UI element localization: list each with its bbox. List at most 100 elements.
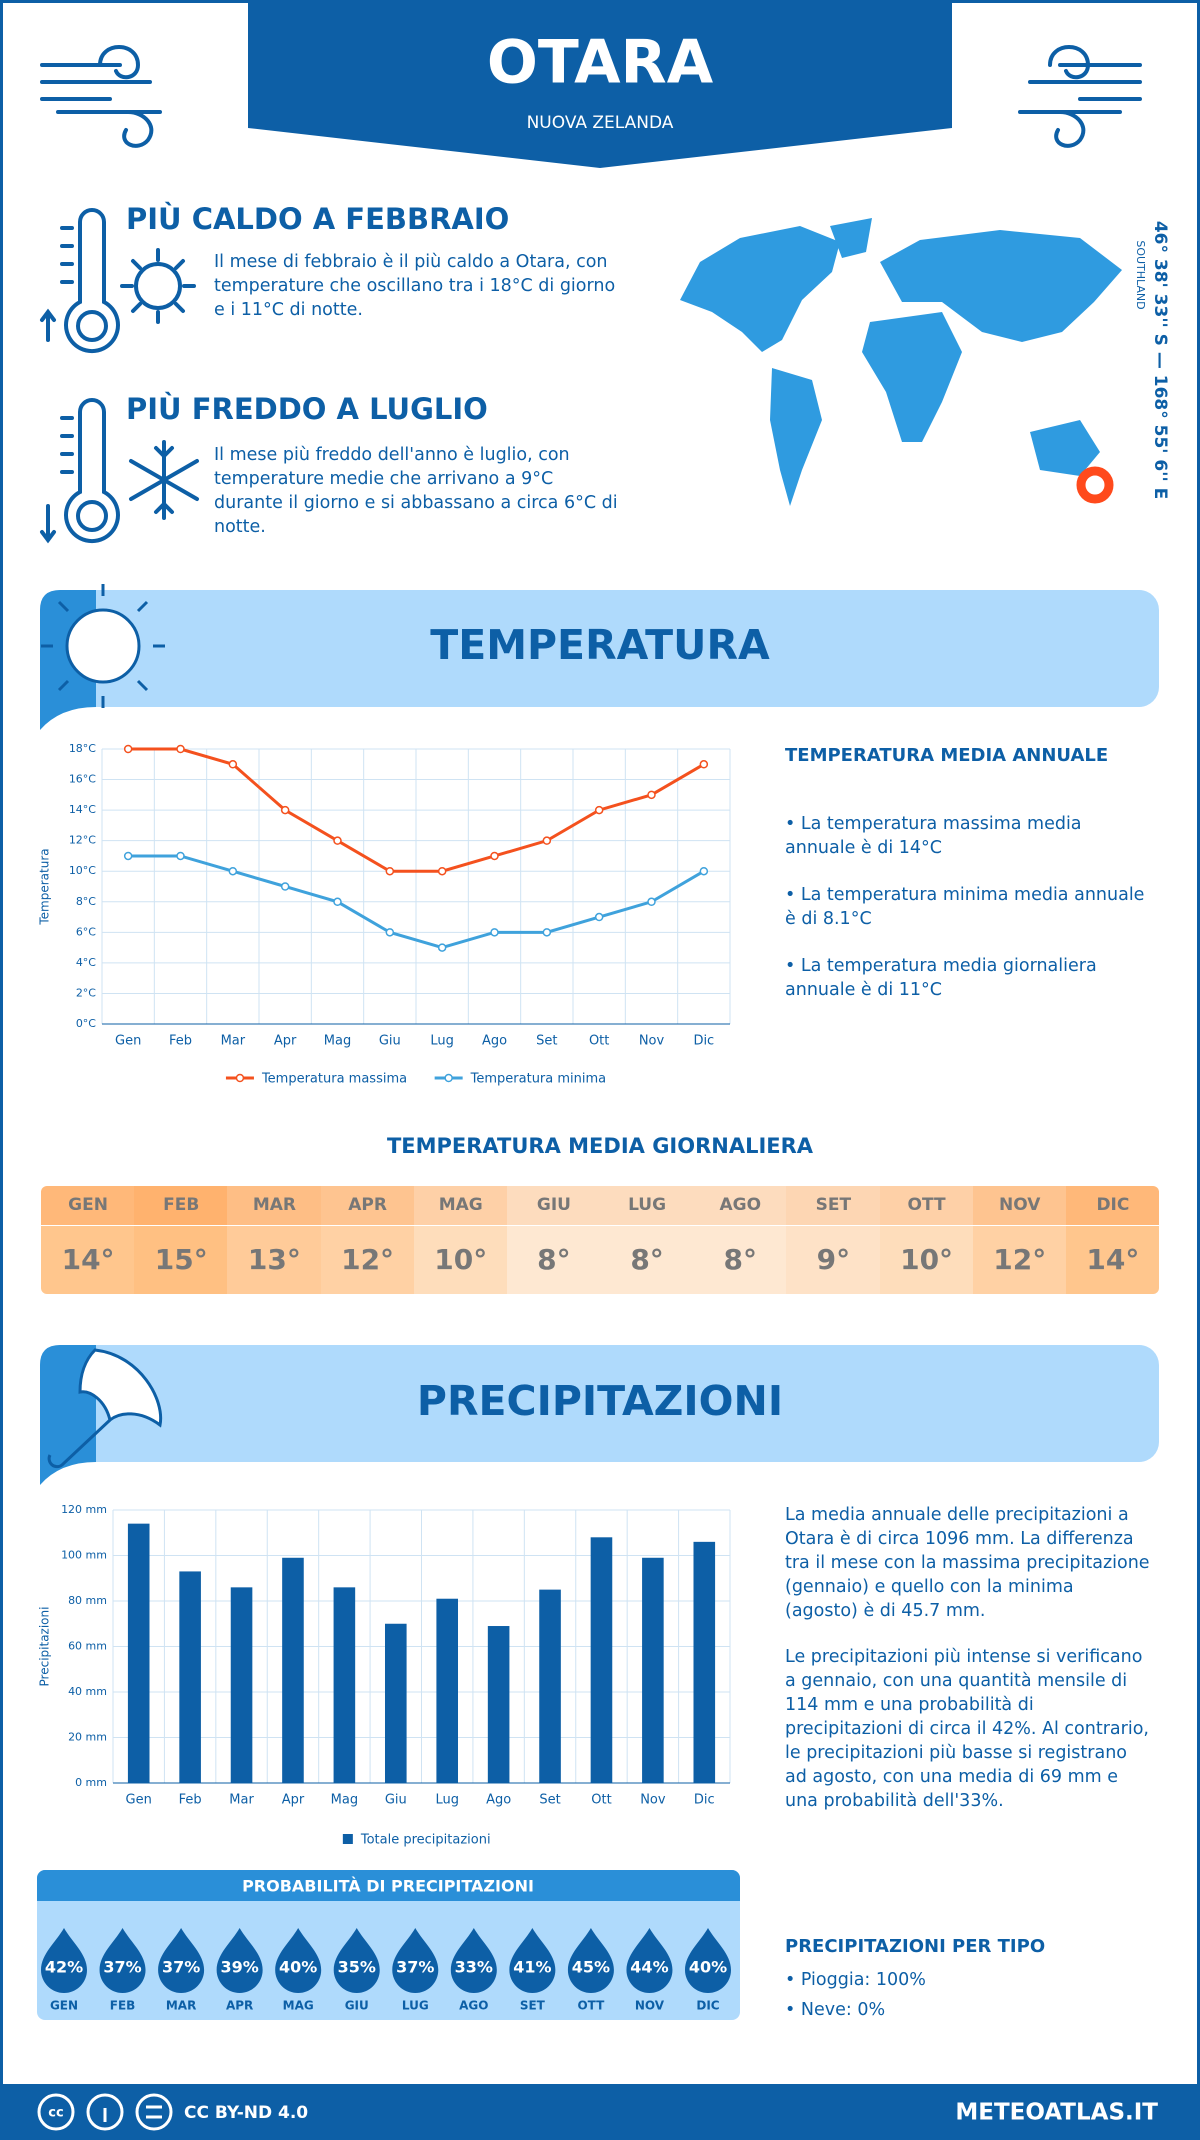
series-line: [128, 747, 705, 873]
table-value-cell: 10°: [879, 1226, 974, 1294]
license-icons: cc: [37, 2093, 173, 2131]
drop: [275, 1928, 322, 1993]
table-header-cell: GEN: [41, 1186, 136, 1225]
wind-icon: [40, 45, 1142, 148]
table-header-cell: LUG: [600, 1186, 695, 1225]
drop-month: GEN: [50, 1999, 78, 2013]
point: [542, 836, 552, 845]
table-value-cell: 8°: [693, 1226, 788, 1294]
bar: [436, 1598, 459, 1783]
drop-label: 40%: [279, 1958, 317, 1977]
y-tick-label: 100 mm: [61, 1549, 107, 1562]
drop: [99, 1928, 146, 1993]
section-title: PRECIPITAZIONI: [417, 1377, 783, 1425]
drop: [158, 1928, 205, 1993]
x-tick-label: Dic: [693, 1034, 714, 1049]
drop-month: MAG: [283, 1999, 314, 2013]
x-tick-label: Ott: [591, 1793, 611, 1808]
x-tick-label: Lug: [430, 1034, 454, 1049]
drop: [41, 1928, 87, 1993]
drop-label: 40%: [689, 1958, 727, 1977]
x-tick-label: Mag: [331, 1793, 358, 1808]
drop-month: APR: [226, 1999, 253, 2013]
bar: [230, 1587, 253, 1783]
legend-label: Totale precipitazioni: [360, 1833, 491, 1848]
x-tick-label: Set: [536, 1034, 557, 1049]
drop: [626, 1928, 673, 1993]
region: SOUTHLAND: [1134, 240, 1147, 309]
coordinates: 46° 38' 33'' S — 168° 55' 6'' E: [1150, 221, 1170, 499]
table-value-cell: 8°: [600, 1226, 695, 1294]
drop-month: GIU: [345, 1999, 369, 2013]
drop-label: 39%: [220, 1958, 258, 1977]
y-tick-label: 10°C: [69, 864, 96, 877]
x-tick-label: Apr: [274, 1034, 297, 1049]
table-header-cell: NOV: [972, 1186, 1067, 1225]
precipitation-banner: [40, 1345, 1159, 1462]
y-tick-label: 4°C: [76, 956, 96, 969]
probability-box: [37, 1870, 740, 2020]
x-tick-label: Giu: [385, 1793, 407, 1808]
drop-label: 33%: [455, 1958, 493, 1977]
x-tick-label: Nov: [640, 1793, 666, 1808]
drop-month: DIC: [696, 1999, 719, 2013]
x-tick-label: Set: [539, 1793, 560, 1808]
x-tick-label: Ago: [482, 1034, 507, 1049]
x-tick-label: Mag: [324, 1034, 351, 1049]
drop-month: OTT: [577, 1999, 605, 2013]
x-tick-label: Ott: [589, 1034, 609, 1049]
point: [123, 744, 133, 754]
series-line: [128, 854, 705, 950]
table-value-cell: 9°: [786, 1226, 881, 1294]
x-tick-label: Lug: [435, 1793, 459, 1808]
x-tick-label: Mar: [229, 1793, 254, 1808]
daily-table: GEN 14° FEB 15° MAR 13° APR 12° MAG 10° GIU 8° LUG 8°…: [41, 1186, 1159, 1294]
point: [542, 928, 552, 937]
city-title: OTARA: [487, 28, 714, 98]
drop-month: SET: [520, 1999, 546, 2013]
world-map: [680, 218, 1122, 506]
drop: [216, 1928, 263, 1993]
summary-bullet: • La temperatura massima media annuale è…: [785, 814, 1082, 858]
table-header-cell: APR: [320, 1186, 415, 1225]
svg-text:cc: cc: [48, 2106, 63, 2121]
table-header-cell: OTT: [879, 1186, 974, 1225]
point: [699, 866, 709, 876]
x-tick-label: Mar: [221, 1034, 246, 1049]
x-tick-label: Giu: [379, 1034, 401, 1049]
header-banner: [248, 0, 952, 168]
x-tick-label: Feb: [169, 1034, 192, 1049]
x-tick-label: Apr: [282, 1793, 305, 1808]
drop-label: 42%: [45, 1958, 83, 1977]
point: [594, 912, 604, 922]
bar: [282, 1557, 304, 1783]
precip-paragraph: La media annuale delle precipitazioni a …: [785, 1505, 1150, 1621]
y-tick-label: 120 mm: [61, 1503, 107, 1516]
x-tick-label: Nov: [639, 1034, 665, 1049]
temperature-banner: [40, 590, 1159, 707]
legend-marker: [235, 1073, 245, 1083]
table-value-cell: 15°: [134, 1226, 229, 1294]
point: [385, 928, 395, 937]
point: [228, 866, 238, 876]
drop: [685, 1928, 731, 1993]
probability-title: PROBABILITÀ DI PRECIPITAZIONI: [242, 1877, 534, 1896]
bar: [539, 1589, 561, 1783]
point: [437, 943, 447, 952]
drop-month: MAR: [166, 1999, 196, 2013]
umbrella-icon: [47, 1348, 163, 1469]
summary-bullet: • La temperatura media giornaliera annua…: [785, 956, 1097, 1000]
y-axis-label: Temperatura: [38, 848, 52, 925]
point: [280, 805, 290, 815]
table-header-cell: MAG: [413, 1186, 508, 1225]
legend-label: Temperatura minima: [470, 1072, 607, 1087]
drop: [392, 1928, 439, 1993]
point: [280, 882, 290, 891]
point: [594, 805, 604, 815]
drop-month: NOV: [635, 1999, 665, 2013]
bar: [642, 1557, 664, 1783]
y-tick-label: 12°C: [69, 834, 96, 847]
drop: [567, 1928, 614, 1993]
bar: [384, 1623, 407, 1783]
y-tick-label: 0 mm: [75, 1776, 107, 1789]
